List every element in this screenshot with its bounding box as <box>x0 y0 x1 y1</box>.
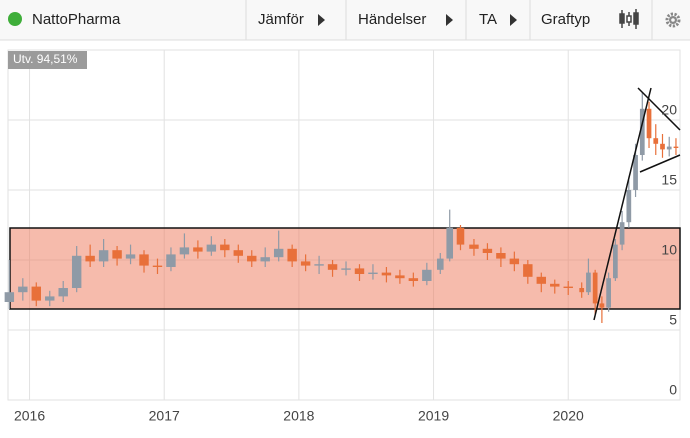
candle-body <box>619 222 625 245</box>
candle-body <box>300 261 311 266</box>
candle-body <box>550 283 560 287</box>
settings-gear[interactable] <box>665 12 681 28</box>
candle-body <box>71 255 82 288</box>
candle-body <box>586 272 591 293</box>
candle-body <box>422 269 432 281</box>
candle-body <box>18 286 28 293</box>
x-tick-label: 2017 <box>149 408 180 424</box>
candle-body <box>436 258 444 270</box>
menu-ta[interactable]: TA <box>479 11 497 28</box>
menu-events[interactable]: Händelser <box>358 11 426 28</box>
candle-body <box>646 108 652 139</box>
plot-area <box>7 49 681 401</box>
separators <box>245 0 653 40</box>
candle-body <box>220 244 230 251</box>
candle-body <box>660 143 665 150</box>
candle-body <box>523 264 533 277</box>
y-tick-label: 20 <box>661 102 677 118</box>
candle-body <box>85 255 95 262</box>
change-label: Utv. 94,51% <box>13 52 78 66</box>
candle-body <box>613 244 618 279</box>
change-badge <box>8 51 87 69</box>
x-tick-label: 2018 <box>283 408 314 424</box>
candle-body <box>626 190 632 223</box>
candle-body <box>314 264 324 266</box>
ta-lines <box>593 87 681 321</box>
candle-body <box>456 227 465 245</box>
candle-body <box>233 250 243 256</box>
x-tick-label: 2019 <box>418 408 449 424</box>
candle-body <box>653 138 659 144</box>
candle-body <box>179 247 190 255</box>
candle-body <box>4 292 15 302</box>
candle-body <box>536 276 547 284</box>
candle-body <box>666 146 672 150</box>
candle-body <box>166 254 176 267</box>
candle-body <box>368 272 378 274</box>
candle-body <box>206 244 217 252</box>
arrow <box>446 14 453 26</box>
candle-body <box>509 258 520 265</box>
candle-body <box>45 296 55 301</box>
candle-body <box>98 250 109 262</box>
stock-name: NattoPharma <box>32 11 121 28</box>
y-tick-label: 15 <box>661 172 677 188</box>
candle-body <box>354 268 365 274</box>
x-tick-label: 2016 <box>14 408 45 424</box>
candle-body <box>563 286 573 288</box>
candle-body <box>599 303 605 308</box>
y-tick-label: 0 <box>669 382 677 398</box>
y-tick-label: 5 <box>669 312 677 328</box>
candle-body <box>260 257 270 262</box>
arrow <box>318 14 325 26</box>
candle-body <box>58 288 68 297</box>
y-tick-label: 10 <box>661 242 677 258</box>
candle-body <box>193 247 203 252</box>
candle-body <box>395 275 405 279</box>
candle-body <box>125 254 136 259</box>
candle-icon <box>619 9 639 29</box>
candle-body <box>482 248 493 253</box>
candle-body <box>31 286 41 301</box>
candle-body <box>633 155 638 190</box>
candle-body <box>381 272 392 276</box>
candle-body <box>112 250 122 259</box>
candle-body <box>469 244 479 249</box>
candle-body <box>673 146 679 148</box>
status-dot <box>8 12 22 26</box>
menu-charttype[interactable]: Graftyp <box>541 11 590 28</box>
candle-body <box>247 255 257 262</box>
menu-compare[interactable]: Jämför <box>258 11 304 28</box>
candle-body <box>152 265 163 267</box>
candle-body <box>606 278 611 308</box>
x-tick-label: 2020 <box>553 408 584 424</box>
candle-body <box>341 268 351 270</box>
candle-body <box>273 248 284 258</box>
candle-body <box>579 288 585 293</box>
toolbar <box>0 0 690 40</box>
candle-body <box>496 253 506 259</box>
candle-body <box>639 108 645 155</box>
candle-body <box>327 264 338 270</box>
candle-body <box>139 254 149 266</box>
candle-body <box>408 278 419 281</box>
arrow <box>510 14 517 26</box>
candle-body <box>287 248 297 262</box>
candle-body <box>446 227 454 259</box>
candle-body <box>592 272 598 304</box>
